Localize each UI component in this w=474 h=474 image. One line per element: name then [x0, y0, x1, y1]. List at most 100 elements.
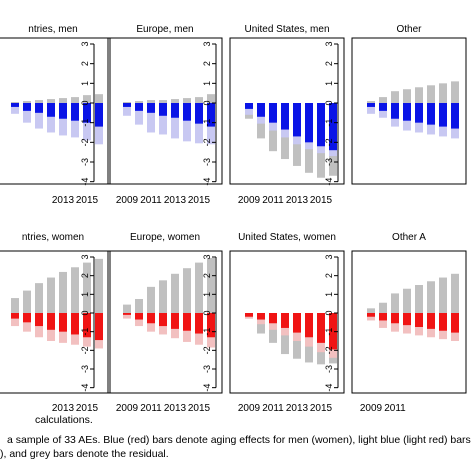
- bar-2014-s2: [183, 98, 191, 103]
- x-tick-label: 2013: [164, 195, 187, 206]
- bar-2015-s0: [317, 103, 325, 147]
- bar-2010-s2: [23, 101, 31, 103]
- bar-2013-s2: [415, 285, 423, 313]
- bar-2012-s0: [159, 313, 167, 327]
- bar-2009-s0: [245, 313, 253, 317]
- bar-2009-s1: [367, 103, 375, 114]
- x-tick-label: 2015: [310, 195, 333, 206]
- bar-2010-s2: [135, 299, 143, 313]
- bar-2016-s2: [95, 258, 103, 313]
- x-tick-label: 2013: [286, 195, 309, 206]
- x-tick-label: 2011: [262, 195, 284, 206]
- y-tick-label: -2: [324, 346, 334, 354]
- bar-2014-s1: [183, 103, 191, 142]
- bar-2010-s1: [135, 103, 143, 125]
- bar-2016-s2: [207, 94, 215, 103]
- bar-2011-s0: [391, 313, 399, 324]
- y-tick-label: -3: [80, 158, 90, 166]
- x-tick-label: 2013: [164, 403, 187, 414]
- y-tick-label: -1: [202, 119, 212, 127]
- bar-2015-s2: [195, 262, 203, 313]
- bar-2009-s2: [11, 102, 19, 103]
- x-tick-label: 2011: [140, 195, 162, 206]
- bar-2015-s0: [317, 313, 325, 343]
- bar-2014-s0: [183, 313, 191, 331]
- y-tick-label: -2: [324, 138, 334, 146]
- y-tick-label: -1: [80, 119, 90, 127]
- y-tick-label: -4: [80, 178, 90, 186]
- y-tick-label: 2: [202, 61, 212, 66]
- bar-2013-s2: [415, 87, 423, 103]
- bar-2016-s2: [95, 94, 103, 103]
- x-tick-label: 2009: [116, 195, 139, 206]
- x-tick-label: 2013: [286, 403, 309, 414]
- y-tick-label: -4: [80, 384, 90, 392]
- x-tick-label: 2009: [238, 403, 261, 414]
- bar-2012-s2: [159, 100, 167, 103]
- panel-frame: [229, 37, 345, 185]
- y-tick-label: -4: [202, 384, 212, 392]
- bar-2015-s0: [439, 313, 447, 331]
- y-tick-label: -3: [324, 365, 334, 373]
- bar-2009-s2: [123, 102, 131, 103]
- note-line-1: calculations.: [35, 414, 93, 426]
- bar-2016-s0: [329, 103, 337, 151]
- bar-2013-s2: [59, 98, 67, 103]
- bar-2014-s0: [427, 103, 435, 125]
- panel-frame: [351, 250, 467, 394]
- bar-2013-s2: [171, 99, 179, 103]
- panel-frame: [351, 37, 467, 185]
- note-line-2: a sample of 33 AEs. Blue (red) bars deno…: [7, 434, 474, 446]
- bar-2012-s0: [281, 103, 289, 130]
- x-tick-label: 2015: [188, 403, 211, 414]
- bar-2009-s0: [367, 313, 375, 317]
- bar-2010-s0: [135, 103, 143, 111]
- bar-2013-s0: [59, 313, 67, 332]
- bar-2012-s1: [47, 103, 55, 133]
- y-tick-label: 2: [80, 61, 90, 66]
- y-tick-label: -3: [80, 365, 90, 373]
- bar-2010-s1: [23, 103, 31, 123]
- bar-2015-s2: [195, 97, 203, 103]
- y-tick-label: 1: [202, 81, 212, 86]
- bar-2013-s0: [171, 313, 179, 329]
- x-tick-label: 2013: [52, 403, 75, 414]
- y-tick-label: -1: [324, 119, 334, 127]
- bar-2009-s1: [123, 103, 131, 116]
- bar-2012-s2: [403, 89, 411, 103]
- panel-title: Other: [396, 24, 422, 35]
- bar-2010-s2: [379, 302, 387, 313]
- x-tick-label: 2011: [262, 403, 284, 414]
- bar-2012-s0: [159, 103, 167, 116]
- bar-2011-s2: [391, 293, 399, 313]
- bar-2016-s2: [451, 81, 459, 103]
- y-tick-label: 3: [80, 254, 90, 259]
- bar-2011-s2: [147, 286, 155, 313]
- y-tick-label: 2: [80, 273, 90, 278]
- bar-2012-s0: [281, 313, 289, 328]
- bar-2013-s1: [171, 103, 179, 139]
- x-tick-label: 2015: [310, 403, 333, 414]
- bar-2011-s0: [147, 313, 155, 324]
- bar-2015-s0: [195, 103, 203, 124]
- bar-2010-s0: [135, 313, 143, 320]
- bar-2009-s0: [367, 103, 375, 107]
- bar-2013-s0: [59, 103, 67, 119]
- y-tick-label: 2: [324, 273, 334, 278]
- bar-2010-s2: [23, 290, 31, 313]
- bar-2013-s2: [59, 271, 67, 313]
- y-tick-label: 3: [202, 254, 212, 259]
- bar-2011-s1: [147, 103, 155, 133]
- bar-2016-s2: [207, 257, 215, 313]
- panel-title: United States, women: [238, 232, 336, 243]
- bar-2012-s2: [47, 99, 55, 103]
- y-tick-label: -4: [324, 178, 334, 186]
- y-tick-label: 0: [324, 310, 334, 315]
- bar-2009-s0: [11, 103, 19, 107]
- note-line-3: ), and grey bars denote the residual.: [0, 448, 169, 460]
- bar-2010-s2: [135, 101, 143, 103]
- y-tick-label: -1: [202, 328, 212, 336]
- bar-2014-s2: [427, 281, 435, 313]
- bar-2014-s0: [305, 103, 313, 143]
